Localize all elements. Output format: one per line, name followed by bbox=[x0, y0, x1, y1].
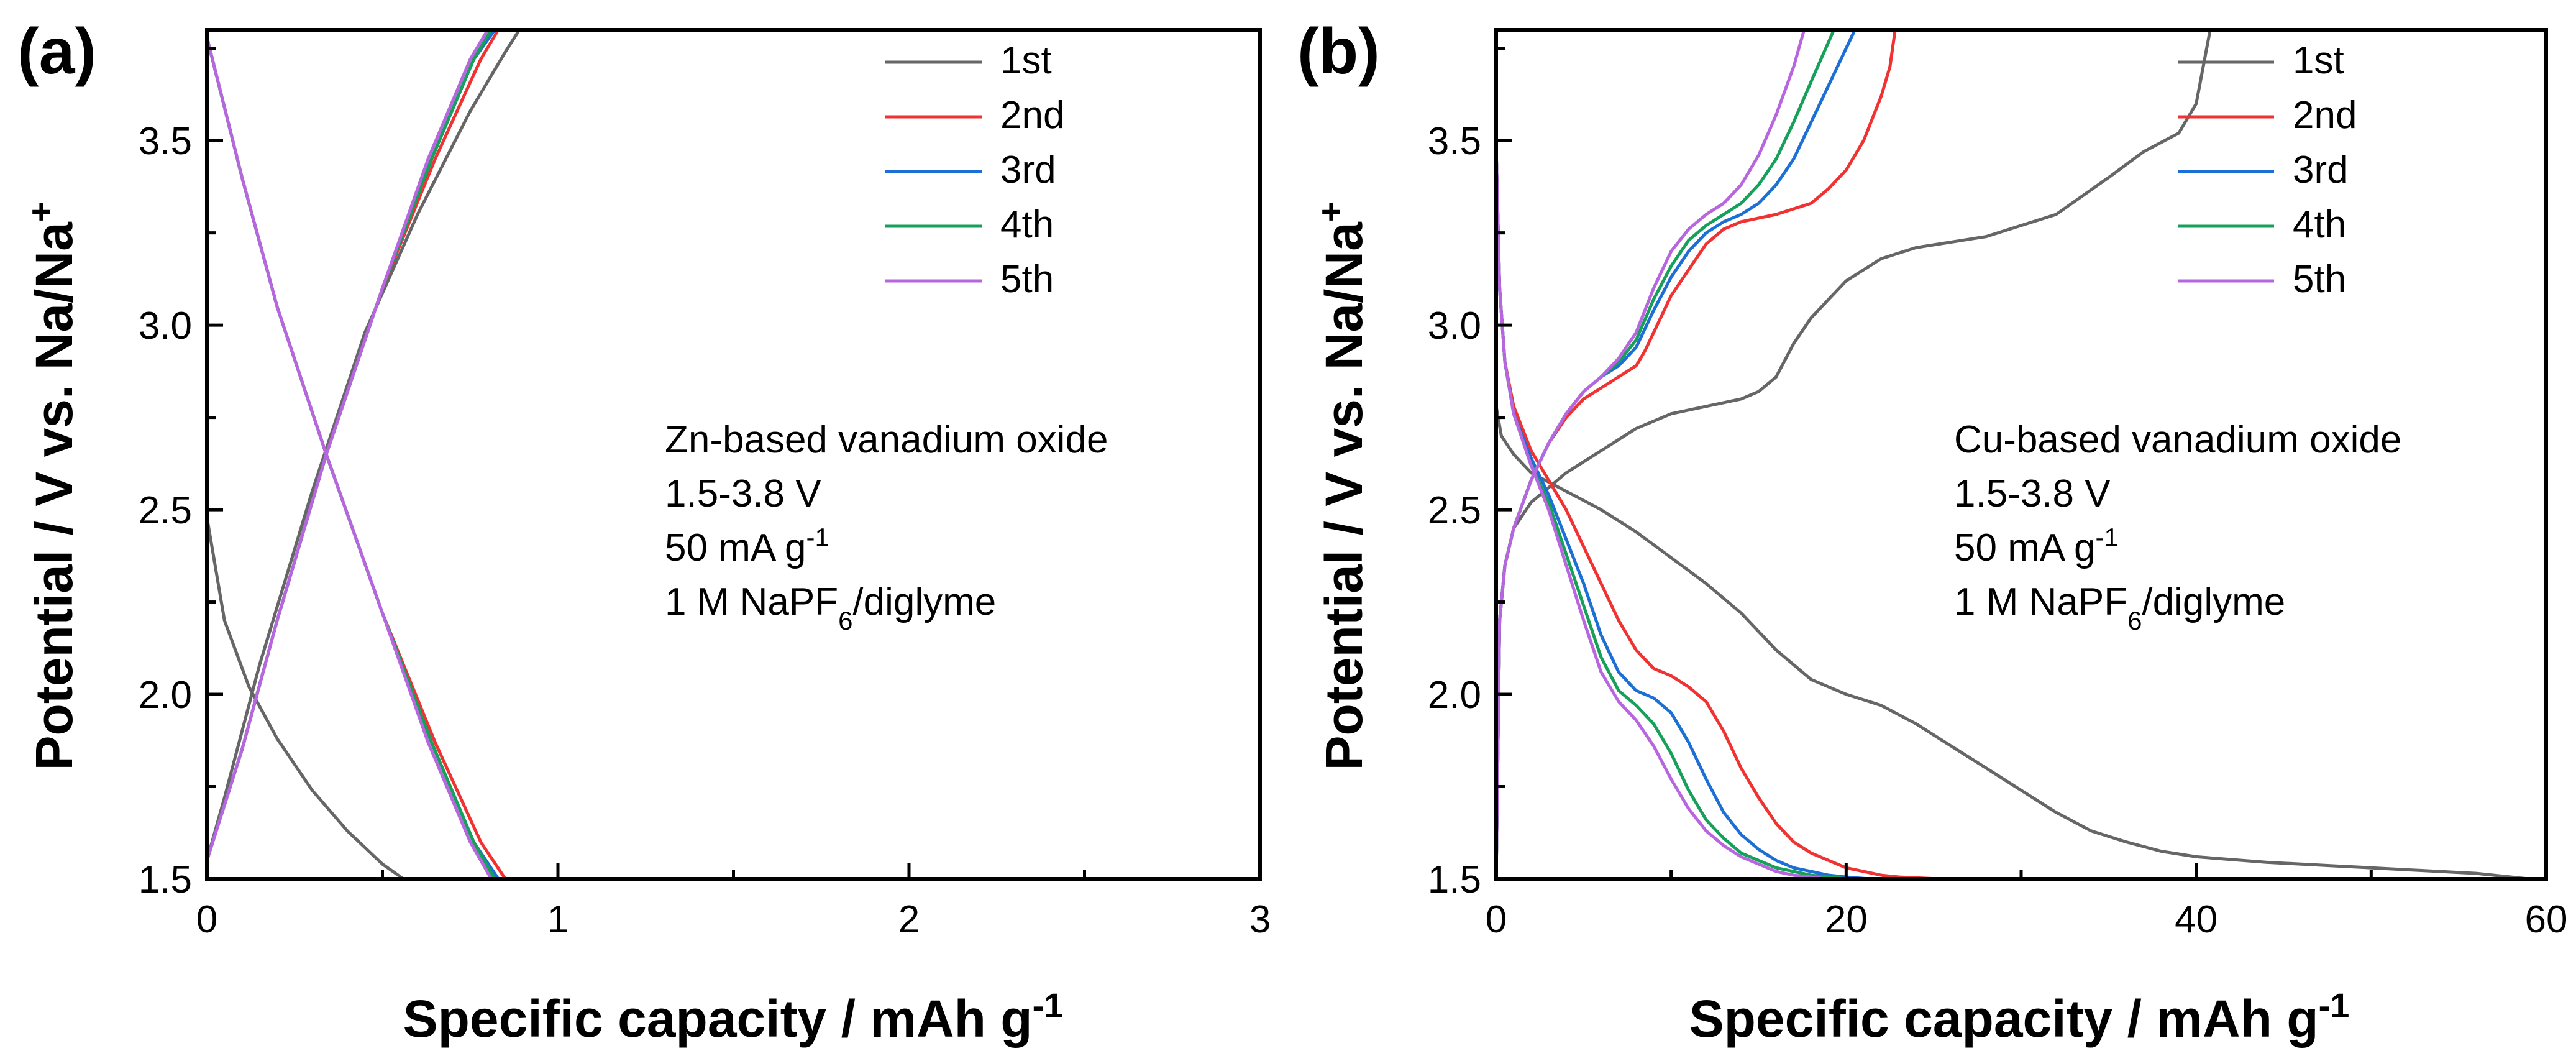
annotation-a-line4: 1 M NaPF6/diglyme bbox=[665, 581, 996, 635]
x-axis-title-b-text: Specific capacity / mAh g bbox=[1689, 990, 2319, 1048]
y-axis-title-b-sup: + bbox=[1311, 202, 1350, 223]
x-tick-label: 0 bbox=[196, 898, 217, 941]
ticks-b: 0 20 40 60 1.5 2.0 2.5 3.0 3.5 bbox=[1428, 47, 2568, 941]
y-tick-label: 3.5 bbox=[1428, 120, 1481, 163]
annotation-b-line2: 1.5-3.8 V bbox=[1954, 472, 2111, 515]
plot-frame-a bbox=[205, 28, 1262, 881]
annotation-a: Zn-based vanadium oxide 1.5-3.8 V 50 mA … bbox=[665, 418, 1108, 635]
annotation-b-line4-post: /diglyme bbox=[2142, 581, 2285, 623]
series-3rd-discharge-curve bbox=[205, 35, 500, 881]
annotation-b: Cu-based vanadium oxide 1.5-3.8 V 50 mA … bbox=[1954, 418, 2401, 635]
x-tick-label: 20 bbox=[1825, 898, 1868, 941]
panel-label-b: (b) bbox=[1297, 16, 1380, 88]
x-axis-title-b: Specific capacity / mAh g-1 bbox=[1689, 986, 2350, 1049]
series-2nd-charge-curve bbox=[1494, 28, 1897, 881]
legend-label-5th: 5th bbox=[2293, 258, 2346, 301]
series-4th-discharge-curve bbox=[205, 35, 496, 881]
series-1st-charge-curve bbox=[1494, 28, 2212, 881]
series-2nd-discharge-curve bbox=[205, 35, 507, 881]
y-tick-label: 3.0 bbox=[1428, 305, 1481, 347]
annotation-a-line3: 50 mA g-1 bbox=[665, 523, 829, 570]
x-axis-title-b-sup: -1 bbox=[2319, 986, 2350, 1025]
x-tick-label: 2 bbox=[898, 898, 920, 941]
annotation-a-line4-post: /diglyme bbox=[852, 581, 996, 623]
y-tick-label: 1.5 bbox=[1428, 858, 1481, 901]
x-tick-label: 60 bbox=[2525, 898, 2568, 941]
series-2nd-charge-curve bbox=[205, 28, 500, 862]
y-tick-label: 3.5 bbox=[139, 120, 192, 163]
y-axis-title-b: Potential / V vs. Na/Na+ bbox=[1311, 202, 1374, 771]
annotation-b-line3-sup: -1 bbox=[2095, 523, 2118, 552]
x-tick-label: 0 bbox=[1486, 898, 1507, 941]
series-5th-discharge-curve bbox=[1494, 146, 1827, 881]
series-3rd-charge-curve bbox=[1494, 28, 1857, 881]
annotation-b-line3-main: 50 mA g bbox=[1954, 526, 2095, 569]
y-axis-title-b-text: Potential / V vs. Na/Na bbox=[1315, 221, 1373, 771]
panel-label-a: (a) bbox=[17, 16, 96, 88]
series-4th-charge-curve bbox=[1494, 28, 1836, 881]
y-tick-label: 1.5 bbox=[139, 858, 192, 901]
legend-label-4th: 4th bbox=[2293, 203, 2346, 246]
ticks-a: 0 1 2 3 1.5 2.0 2.5 3.0 3.5 bbox=[139, 47, 1271, 941]
y-tick-label: 2.0 bbox=[139, 674, 192, 717]
annotation-b-line4-pre: 1 M NaPF bbox=[1954, 581, 2127, 623]
legend-label-2nd: 2nd bbox=[1000, 94, 1064, 137]
annotation-a-line3-main: 50 mA g bbox=[665, 526, 806, 569]
series-5th-discharge-curve bbox=[205, 35, 493, 881]
legend-label-4th: 4th bbox=[1000, 203, 1054, 246]
panel-b: (b) Potential / V vs. Na/Na+ Specific ca… bbox=[1297, 16, 2567, 1048]
legend-b: 1st 2nd 3rd 4th 5th bbox=[2178, 39, 2357, 301]
legend-label-3rd: 3rd bbox=[1000, 149, 1056, 191]
annotation-b-line4-sub: 6 bbox=[2127, 606, 2142, 635]
y-tick-label: 2.5 bbox=[1428, 489, 1481, 532]
x-tick-label: 40 bbox=[2175, 898, 2217, 941]
x-axis-title-a-sup: -1 bbox=[1033, 986, 1064, 1025]
y-tick-label: 2.0 bbox=[1428, 674, 1481, 717]
y-tick-label: 3.0 bbox=[139, 305, 192, 347]
x-axis-title-a: Specific capacity / mAh g-1 bbox=[403, 986, 1064, 1049]
annotation-b-line3: 50 mA g-1 bbox=[1954, 523, 2119, 570]
series-3rd-charge-curve bbox=[205, 28, 496, 862]
annotation-b-line1: Cu-based vanadium oxide bbox=[1954, 418, 2401, 461]
legend-a: 1st 2nd 3rd 4th 5th bbox=[885, 39, 1064, 301]
series-1st-discharge-curve bbox=[205, 515, 405, 881]
series-5th-charge-curve bbox=[205, 28, 490, 862]
legend-label-2nd: 2nd bbox=[2293, 94, 2357, 137]
legend-label-3rd: 3rd bbox=[2293, 149, 2349, 191]
series-2nd-discharge-curve bbox=[1494, 146, 1941, 881]
panel-a: (a) Potential / V vs. Na/Na+ Specific ca… bbox=[17, 16, 1271, 1048]
curves-a bbox=[205, 28, 521, 881]
annotation-a-line4-pre: 1 M NaPF bbox=[665, 581, 838, 623]
annotation-a-line3-sup: -1 bbox=[806, 523, 829, 552]
series-5th-charge-curve bbox=[1494, 28, 1806, 881]
curves-b bbox=[1494, 28, 2531, 881]
plot-frame-b bbox=[1494, 28, 2548, 881]
annotation-a-line4-sub: 6 bbox=[838, 606, 852, 635]
annotation-a-line1: Zn-based vanadium oxide bbox=[665, 418, 1108, 461]
legend-label-1st: 1st bbox=[1000, 39, 1052, 82]
y-axis-title-a-sup: + bbox=[21, 202, 60, 223]
series-3rd-discharge-curve bbox=[1494, 146, 1871, 881]
y-axis-title-a: Potential / V vs. Na/Na+ bbox=[21, 202, 84, 771]
y-tick-label: 2.5 bbox=[139, 489, 192, 532]
legend-label-1st: 1st bbox=[2293, 39, 2344, 82]
series-1st-charge-curve bbox=[205, 28, 521, 862]
y-axis-title-a-text: Potential / V vs. Na/Na bbox=[25, 221, 83, 771]
x-tick-label: 3 bbox=[1249, 898, 1271, 941]
x-axis-title-a-text: Specific capacity / mAh g bbox=[403, 990, 1033, 1048]
annotation-b-line4: 1 M NaPF6/diglyme bbox=[1954, 581, 2285, 635]
legend-label-5th: 5th bbox=[1000, 258, 1054, 301]
annotation-a-line2: 1.5-3.8 V bbox=[665, 472, 821, 515]
x-tick-label: 1 bbox=[547, 898, 569, 941]
series-1st-discharge-curve bbox=[1494, 405, 2531, 881]
